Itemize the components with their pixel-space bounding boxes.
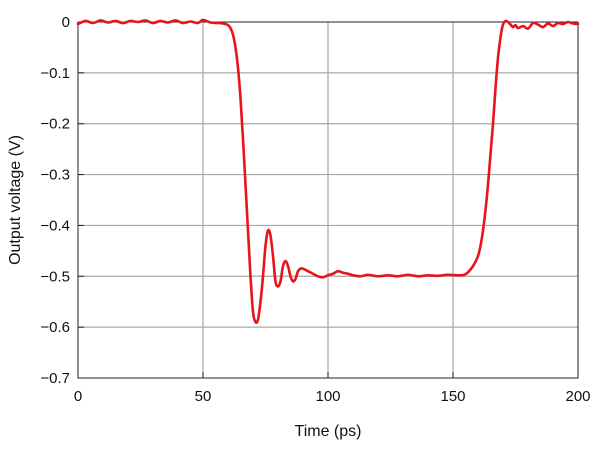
tick-marks [77,21,579,379]
x-tick-label: 0 [74,388,82,405]
y-tick-label: −0.2 [40,116,70,133]
x-tick-label: 50 [195,388,212,405]
series-line [76,18,580,324]
y-axis-title: Output voltage (V) [7,135,24,265]
y-tick-label: −0.7 [40,370,70,387]
x-axis-title: Time (ps) [295,423,362,440]
grid [78,22,578,378]
y-tick-label: −0.4 [40,217,70,234]
x-tick-label: 150 [440,388,465,405]
x-tick-label: 200 [565,388,590,405]
x-tick-label: 100 [315,388,340,405]
y-tick-label: −0.1 [40,65,70,82]
x-tick-labels: 0 50 100 150 200 [74,388,591,405]
y-tick-label: −0.6 [40,319,70,336]
y-tick-label: 0 [62,14,70,31]
y-tick-labels: 0 −0.1 −0.2 −0.3 −0.4 −0.5 −0.6 −0.7 [40,14,70,387]
y-tick-label: −0.5 [40,268,70,285]
y-tick-label: −0.3 [40,167,70,184]
